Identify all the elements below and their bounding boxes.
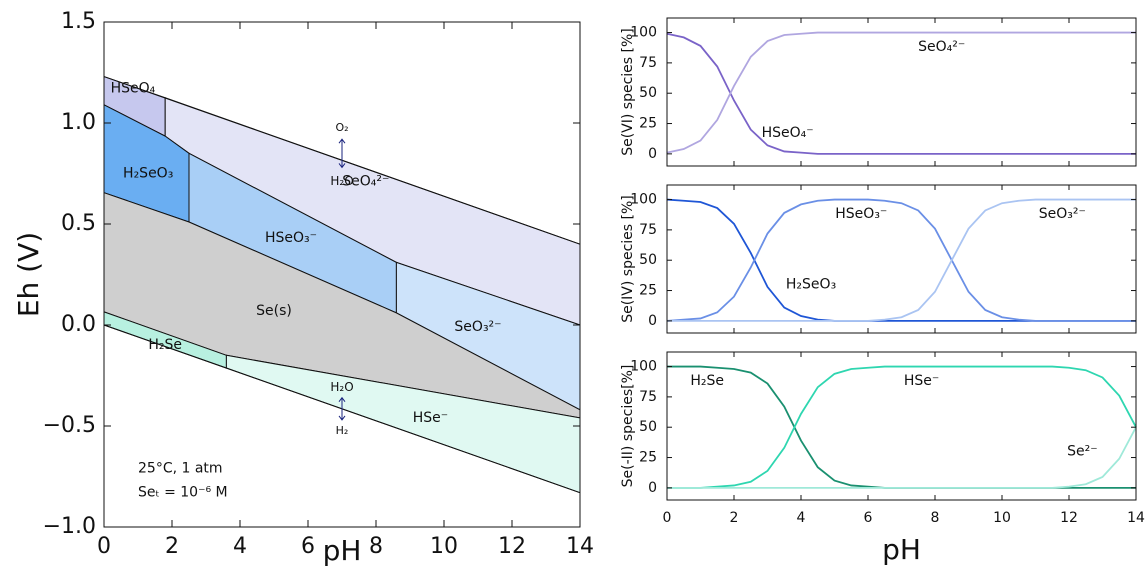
y-axis-label: Se(-II) species[%] — [620, 365, 636, 488]
y-tick-label: 25 — [639, 283, 657, 299]
x-tick-label: 8 — [369, 534, 383, 559]
annotation: O₂ — [335, 121, 348, 134]
series-label: HSeO₃⁻ — [835, 206, 887, 222]
y-tick-label: −1.0 — [43, 514, 96, 539]
y-tick-label: 100 — [630, 192, 657, 208]
region-label: HSe⁻ — [413, 410, 448, 426]
annotation: Seₜ = 10⁻⁶ M — [138, 485, 228, 501]
region-label: SeO₄²⁻ — [342, 174, 389, 190]
region-label: Se(s) — [256, 303, 292, 319]
y-axis-label: Se(IV) species [%] — [620, 195, 636, 323]
x-tick-label: 4 — [797, 510, 806, 526]
y-tick-label: 75 — [639, 389, 657, 405]
line — [667, 365, 1137, 489]
arrow-head — [338, 163, 346, 169]
x-tick-label: 2 — [730, 510, 739, 526]
plot-frame — [666, 184, 1137, 334]
region-label: SeO₃²⁻ — [454, 319, 501, 335]
y-axis-label: Eh (V) — [12, 232, 45, 317]
y-tick-label: 0.0 — [61, 312, 96, 337]
region-label: HSeO₄ — [111, 81, 156, 97]
x-tick-label: 6 — [301, 534, 315, 559]
series-label: H₂SeO₃ — [786, 276, 836, 292]
plot-frame — [666, 17, 1137, 167]
y-tick-label: 0 — [648, 313, 657, 329]
annotation: 25°C, 1 atm — [138, 460, 223, 476]
arrow-head — [338, 396, 346, 403]
y-tick-label: 50 — [639, 85, 657, 101]
arrow-head — [338, 138, 346, 144]
y-tick-label: 75 — [639, 222, 657, 238]
y-axis-label: Se(VI) species [%] — [620, 28, 636, 156]
y-tick-label: 100 — [630, 25, 657, 41]
arrow-head — [338, 415, 346, 421]
x-tick-label: 14 — [566, 534, 594, 559]
line — [666, 31, 1136, 154]
series-label: H₂Se — [690, 373, 724, 389]
plot-frame — [103, 21, 581, 528]
region-label: H₂SeO₃ — [123, 166, 173, 182]
y-tick-label: −0.5 — [43, 413, 96, 438]
x-tick-label: 0 — [663, 510, 672, 526]
x-tick-label: 8 — [931, 510, 940, 526]
line — [667, 365, 1136, 489]
x-tick-label: 10 — [993, 510, 1011, 526]
x-tick-label: 12 — [1060, 510, 1078, 526]
x-tick-label: 14 — [1127, 510, 1145, 526]
y-tick-label: 75 — [639, 55, 657, 71]
y-tick-label: 50 — [639, 419, 657, 435]
line — [667, 426, 1137, 489]
region-label: H₂Se — [148, 337, 182, 353]
annotation: H₂ — [336, 424, 349, 437]
x-tick-label: 4 — [233, 534, 247, 559]
y-tick-label: 0 — [648, 146, 657, 162]
line — [667, 198, 1136, 322]
y-tick-label: 50 — [639, 252, 657, 268]
series-label: SeO₄²⁻ — [918, 39, 965, 55]
y-tick-label: 0.5 — [61, 211, 96, 236]
y-tick-label: 1.5 — [61, 9, 96, 34]
x-tick-label: 10 — [430, 534, 458, 559]
annotation: H₂O — [330, 380, 353, 394]
y-tick-label: 25 — [639, 116, 657, 132]
plot-frame — [666, 351, 1137, 501]
x-axis-label: pH — [323, 534, 362, 567]
annotation: H₂O — [330, 174, 353, 188]
line — [666, 32, 1136, 155]
x-tick-label: 6 — [864, 510, 873, 526]
y-tick-label: 0 — [648, 480, 657, 496]
series-label: SeO₃²⁻ — [1039, 206, 1086, 222]
series-label: HSeO₄⁻ — [762, 125, 814, 141]
x-tick-label: 12 — [498, 534, 526, 559]
series-label: Se²⁻ — [1067, 443, 1098, 459]
x-tick-label: 0 — [97, 534, 111, 559]
y-tick-label: 100 — [630, 359, 657, 375]
series-label: HSe⁻ — [904, 373, 939, 389]
line — [666, 198, 1136, 322]
y-tick-label: 25 — [639, 450, 657, 466]
x-axis-label: pH — [882, 533, 921, 566]
y-tick-label: 1.0 — [61, 110, 96, 135]
x-tick-label: 2 — [165, 534, 179, 559]
region-label: HSeO₃⁻ — [265, 230, 317, 246]
